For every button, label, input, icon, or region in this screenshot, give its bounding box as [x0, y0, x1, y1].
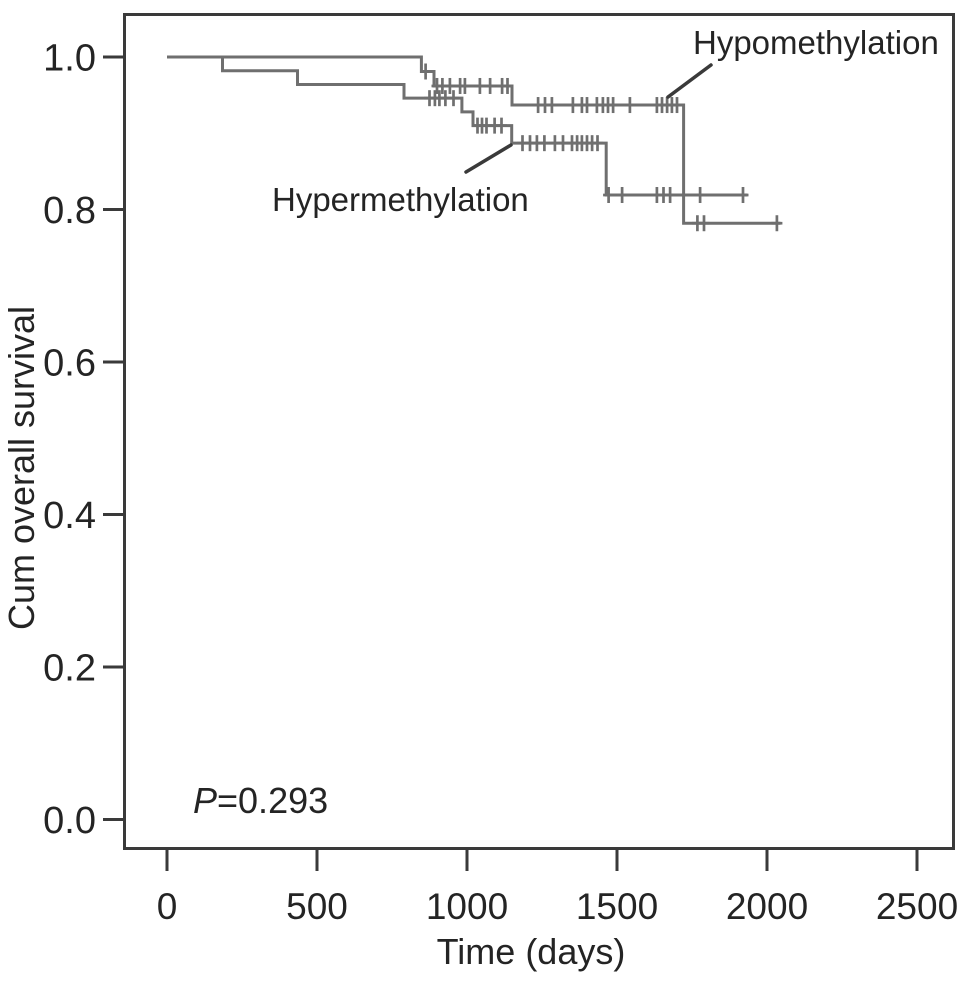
series-label-hypomethylation: Hypomethylation [693, 24, 939, 61]
y-tick-label: 1.0 [43, 38, 96, 80]
p-value-italic: P [193, 780, 217, 821]
x-tick-label: 1500 [576, 886, 658, 927]
y-tick-label: 0.0 [43, 800, 96, 842]
x-tick-label: 2500 [876, 886, 958, 927]
survival-curves [167, 55, 783, 232]
plot-border [123, 13, 955, 850]
x-tick-label: 2000 [726, 886, 808, 927]
x-tick-label: 1000 [426, 886, 508, 927]
censor-marks-hypermethylation [424, 90, 749, 204]
x-tick-label: 0 [157, 886, 178, 927]
plot-frame [123, 13, 955, 850]
y-tick-label: 0.4 [43, 495, 96, 537]
y-tick-label: 0.2 [43, 648, 96, 690]
leader-line-hypermethylation [464, 143, 513, 174]
p-value-rest: =0.293 [217, 780, 328, 821]
x-axis-title: Time (days) [437, 931, 626, 972]
y-axis-title: Cum overall survival [1, 306, 42, 630]
curve-hypermethylation [167, 55, 748, 197]
leader-line-hypomethylation [666, 63, 713, 99]
p-value-annotation: P=0.293 [193, 780, 328, 821]
x-tick-label: 500 [286, 886, 348, 927]
curve-hypomethylation [167, 55, 781, 225]
y-tick-label: 0.6 [43, 343, 96, 385]
series-label-hypermethylation: Hypermethylation [272, 181, 529, 218]
y-tick-label: 0.8 [43, 190, 96, 232]
y-axis: 1.0 0.8 0.6 0.4 0.2 0.0 [43, 38, 125, 842]
p-value-text: P=0.293 [193, 780, 328, 821]
axis-titles: Time (days) Cum overall survival [1, 306, 625, 972]
censor-marks-hypomethylation [420, 63, 783, 232]
series-labels: Hypermethylation Hypomethylation [272, 24, 939, 218]
x-axis: 0 500 1000 1500 2000 2500 [157, 848, 958, 927]
